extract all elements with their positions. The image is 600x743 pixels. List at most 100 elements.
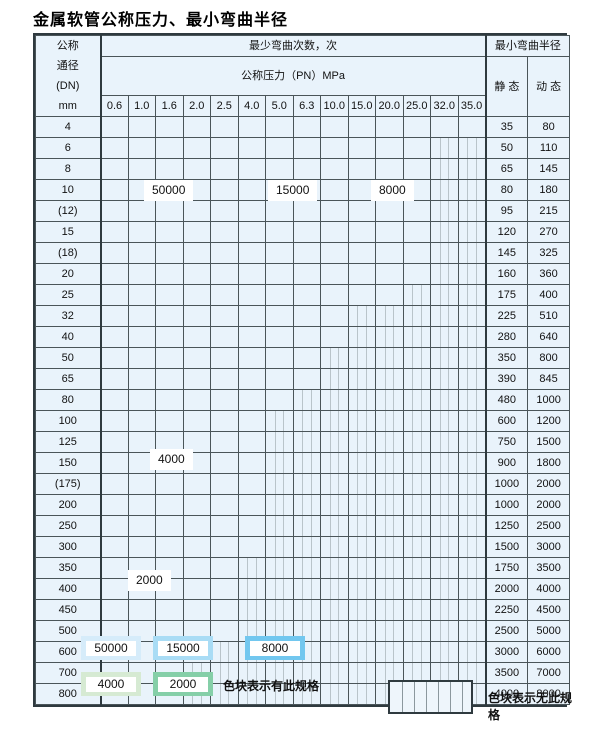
- spec-cell-dn-400-pn-10.0: [320, 578, 349, 600]
- spec-cell-dn-500-pn-10.0: [320, 620, 349, 642]
- spec-cell-dn-150-pn-6.3: [292, 452, 321, 474]
- spec-cell-dn-350-pn-5.0: [265, 557, 294, 579]
- spec-cell-dn-(12)-pn-1.0: [127, 200, 156, 222]
- spec-cell-dn-25-pn-15.0: [347, 284, 376, 306]
- spec-cell-dn-(175)-pn-32.0: [430, 473, 459, 495]
- spec-cell-dn-125-pn-35.0: [457, 431, 487, 453]
- dn-value-cell: (12): [35, 200, 102, 222]
- spec-cell-dn-(175)-pn-6.3: [292, 473, 321, 495]
- spec-cell-dn-350-pn-15.0: [347, 557, 376, 579]
- static-radius-cell: 750: [485, 431, 529, 453]
- spec-cell-dn-100-pn-35.0: [457, 410, 487, 432]
- dn-value-cell: 150: [35, 452, 102, 474]
- table-row: 80 480 1000: [35, 389, 571, 411]
- spec-cell-dn-20-pn-6.3: [292, 263, 321, 285]
- spec-cell-dn-500-pn-15.0: [347, 620, 376, 642]
- spec-cell-dn-6-pn-32.0: [430, 137, 459, 159]
- page-title: 金属软管公称压力、最小弯曲半径: [33, 10, 289, 29]
- spec-cell-dn-40-pn-5.0: [265, 326, 294, 348]
- spec-cell-dn-4-pn-35.0: [457, 116, 487, 138]
- spec-cell-dn-200-pn-6.3: [292, 494, 321, 516]
- static-radius-cell: 65: [485, 158, 529, 180]
- spec-cell-dn-700-pn-35.0: [457, 662, 487, 684]
- dynamic-radius-cell: 1800: [527, 452, 571, 474]
- pn-header-25.0: 25.0: [402, 95, 431, 117]
- spec-cell-dn-200-pn-2.5: [210, 494, 239, 516]
- spec-cell-dn-40-pn-1.6: [155, 326, 184, 348]
- spec-cell-dn-6-pn-0.6: [100, 137, 129, 159]
- spec-cell-dn-450-pn-32.0: [430, 599, 459, 621]
- spec-cell-dn-125-pn-20.0: [375, 431, 404, 453]
- spec-cell-dn-(175)-pn-1.0: [127, 473, 156, 495]
- spec-cell-dn-100-pn-25.0: [402, 410, 431, 432]
- static-radius-cell: 50: [485, 137, 529, 159]
- static-radius-cell: 900: [485, 452, 529, 474]
- pn-header-4.0: 4.0: [237, 95, 266, 117]
- spec-cell-dn-6-pn-35.0: [457, 137, 487, 159]
- spec-cell-dn-80-pn-2.0: [182, 389, 211, 411]
- table-row: (175) 1000 2000: [35, 473, 571, 495]
- spec-cell-dn-(12)-pn-6.3: [292, 200, 321, 222]
- spec-cell-dn-40-pn-2.5: [210, 326, 239, 348]
- pn-header-35.0: 35.0: [457, 95, 487, 117]
- spec-cell-dn-450-pn-1.0: [127, 599, 156, 621]
- legend-chip-8000: 8000: [245, 636, 305, 660]
- spec-cell-dn-8-pn-1.0: [127, 158, 156, 180]
- spec-cell-dn-20-pn-32.0: [430, 263, 459, 285]
- dn-value-cell: 50: [35, 347, 102, 369]
- spec-cell-dn-65-pn-25.0: [402, 368, 431, 390]
- spec-cell-dn-350-pn-0.6: [100, 557, 129, 579]
- spec-cell-dn-500-pn-2.5: [210, 620, 239, 642]
- spec-cell-dn-65-pn-32.0: [430, 368, 459, 390]
- dynamic-radius-cell: 845: [527, 368, 571, 390]
- spec-cell-dn-(12)-pn-1.6: [155, 200, 184, 222]
- spec-cell-dn-800-pn-5.0: [265, 683, 294, 705]
- dynamic-radius-cell: 80: [527, 116, 571, 138]
- spec-cell-dn-25-pn-5.0: [265, 284, 294, 306]
- spec-cell-dn-25-pn-2.0: [182, 284, 211, 306]
- spec-cell-dn-450-pn-20.0: [375, 599, 404, 621]
- dn-value-cell: 250: [35, 515, 102, 537]
- spec-cell-dn-40-pn-35.0: [457, 326, 487, 348]
- spec-cell-dn-125-pn-15.0: [347, 431, 376, 453]
- spec-cell-dn-25-pn-1.0: [127, 284, 156, 306]
- spec-cell-dn-8-pn-6.3: [292, 158, 321, 180]
- spec-cell-dn-(18)-pn-20.0: [375, 242, 404, 264]
- legend-chip-15000: 15000: [153, 636, 213, 660]
- spec-cell-dn-6-pn-4.0: [237, 137, 266, 159]
- dynamic-radius-cell: 4500: [527, 599, 571, 621]
- spec-cell-dn-(12)-pn-32.0: [430, 200, 459, 222]
- spec-cell-dn-(12)-pn-4.0: [237, 200, 266, 222]
- spec-cell-dn-100-pn-1.6: [155, 410, 184, 432]
- spec-cell-dn-600-pn-32.0: [430, 641, 459, 663]
- spec-cell-dn-200-pn-1.6: [155, 494, 184, 516]
- dynamic-radius-cell: 4000: [527, 578, 571, 600]
- spec-cell-dn-200-pn-35.0: [457, 494, 487, 516]
- spec-cell-dn-10-pn-0.6: [100, 179, 129, 201]
- legend-chip-50000: 50000: [81, 636, 141, 660]
- legend-chip-label: 8000: [250, 640, 300, 656]
- spec-cell-dn-(18)-pn-0.6: [100, 242, 129, 264]
- spec-cell-dn-400-pn-4.0: [237, 578, 266, 600]
- spec-cell-dn-40-pn-0.6: [100, 326, 129, 348]
- spec-cell-dn-300-pn-20.0: [375, 536, 404, 558]
- pn-header-15.0: 15.0: [347, 95, 376, 117]
- spec-cell-dn-40-pn-20.0: [375, 326, 404, 348]
- spec-cell-dn-100-pn-2.5: [210, 410, 239, 432]
- spec-cell-dn-100-pn-15.0: [347, 410, 376, 432]
- spec-cell-dn-100-pn-1.0: [127, 410, 156, 432]
- dynamic-radius-cell: 1200: [527, 410, 571, 432]
- spec-cell-dn-6-pn-25.0: [402, 137, 431, 159]
- spec-cell-dn-15-pn-35.0: [457, 221, 487, 243]
- spec-cell-dn-200-pn-0.6: [100, 494, 129, 516]
- spec-cell-dn-800-pn-10.0: [320, 683, 349, 705]
- dynamic-radius-cell: 2000: [527, 494, 571, 516]
- spec-cell-dn-300-pn-35.0: [457, 536, 487, 558]
- spec-cell-dn-50-pn-1.0: [127, 347, 156, 369]
- spec-table-container: 公称 通径 (DN) mm 最少弯曲次数，次 最小弯曲半径 公称压力（PN）MP…: [33, 33, 571, 707]
- spec-cell-dn-(18)-pn-5.0: [265, 242, 294, 264]
- static-radius-cell: 1000: [485, 494, 529, 516]
- spec-cell-dn-300-pn-0.6: [100, 536, 129, 558]
- spec-cell-dn-500-pn-20.0: [375, 620, 404, 642]
